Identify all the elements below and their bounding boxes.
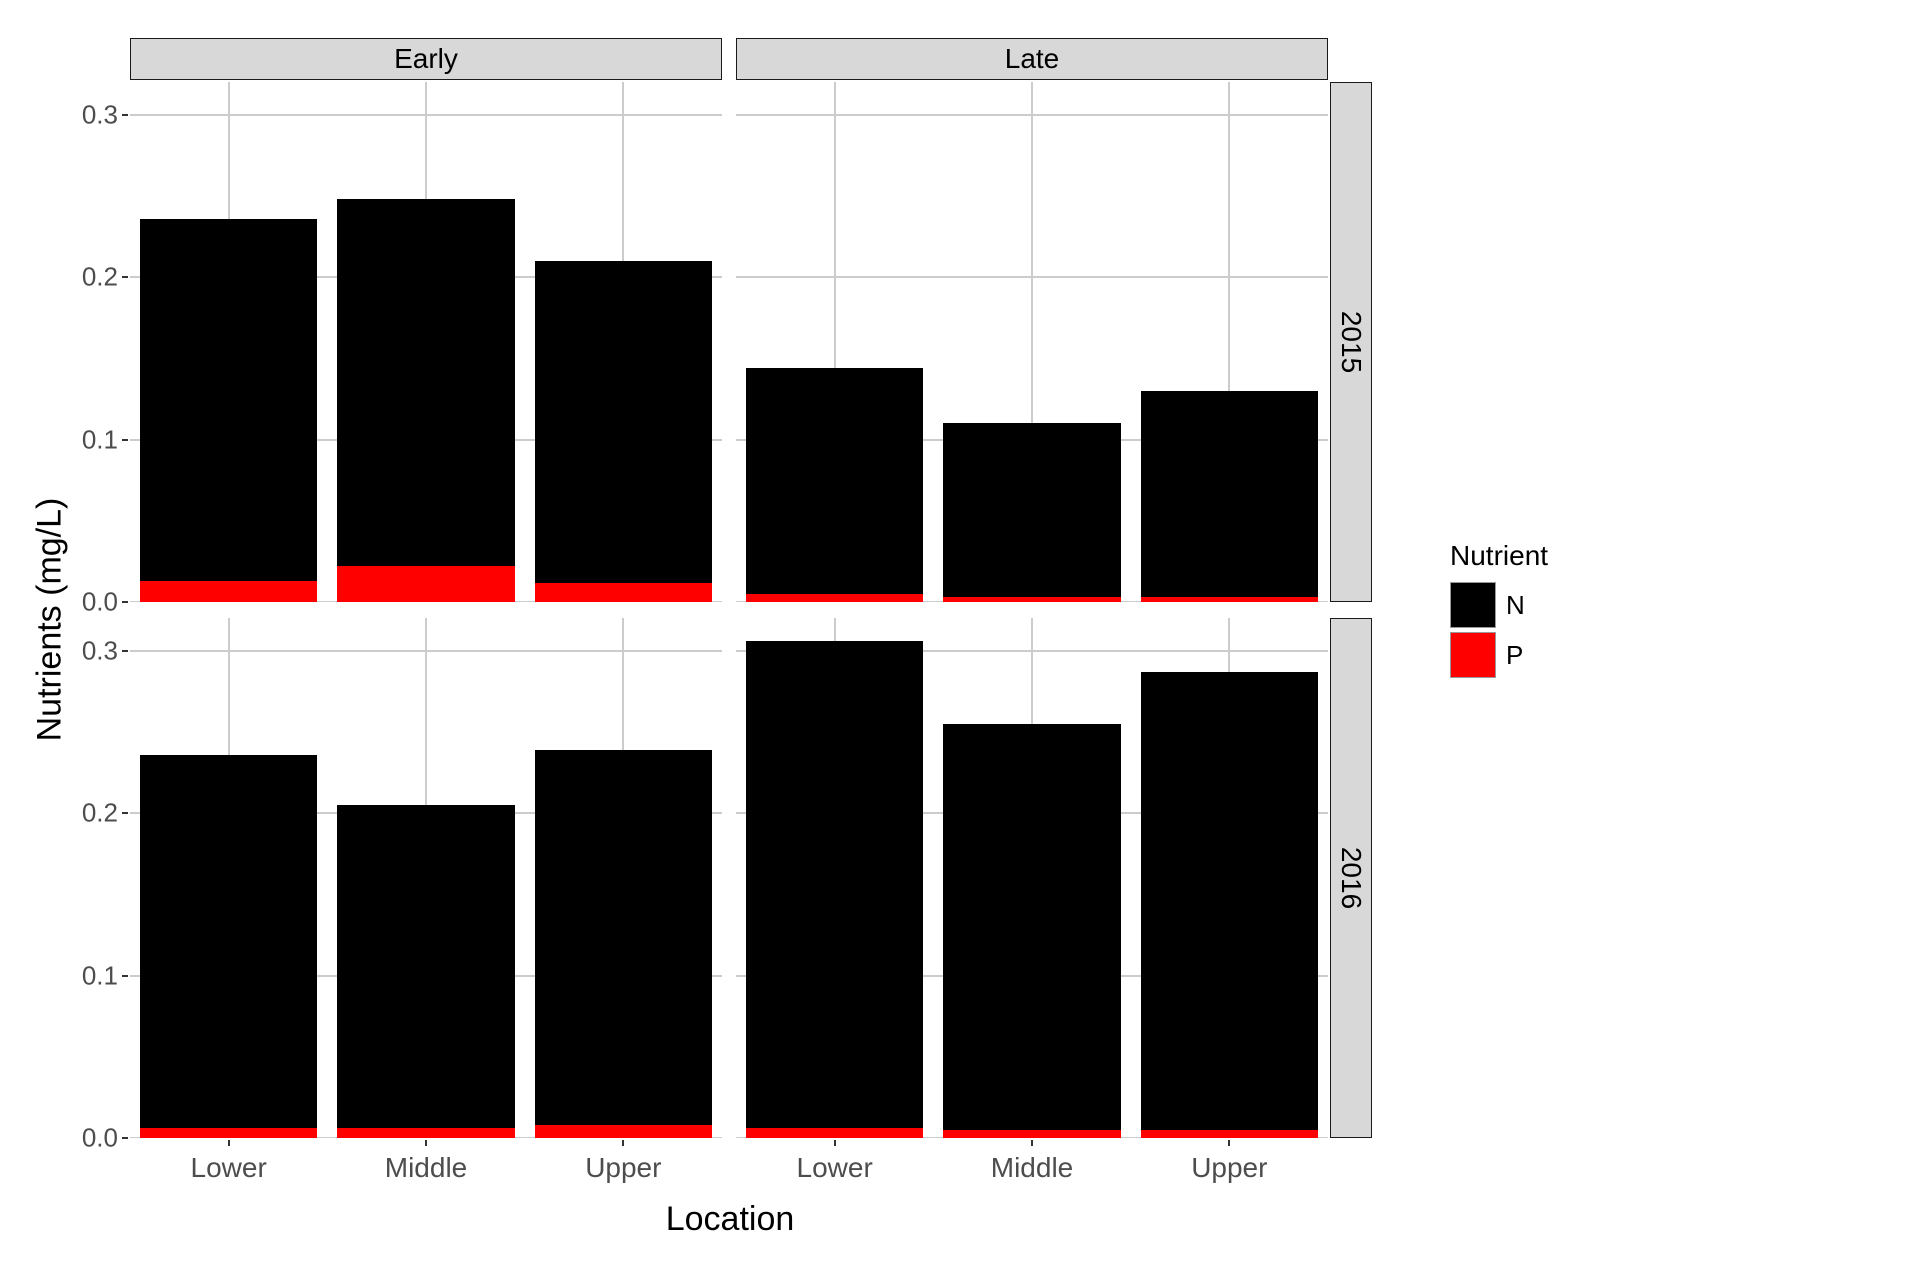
y-tick-label: 0.0	[68, 1123, 118, 1154]
x-tick	[622, 1140, 624, 1146]
facet-row-strip-2015: 2015	[1330, 82, 1372, 602]
bar-p	[943, 597, 1121, 602]
bar-p	[535, 1125, 713, 1138]
y-tick-label: 0.3	[68, 99, 118, 130]
legend-item-n: N	[1450, 582, 1548, 628]
y-tick	[122, 439, 128, 441]
bar-n	[746, 368, 924, 594]
y-tick	[122, 1137, 128, 1139]
x-tick	[1228, 1140, 1230, 1146]
bar-p	[1141, 597, 1319, 602]
x-axis-title: Location	[620, 1200, 840, 1239]
chart-page: Nutrients (mg/L) Location Early Late 201…	[0, 0, 1920, 1267]
facet-col-strip-early: Early	[130, 38, 722, 80]
bar-p	[746, 594, 924, 602]
x-tick-label: Upper	[585, 1152, 661, 1184]
bar-n	[140, 219, 318, 581]
x-tick	[425, 1140, 427, 1146]
y-tick-label: 0.1	[68, 424, 118, 455]
facet-col-label: Late	[1005, 43, 1060, 75]
bar-n	[1141, 672, 1319, 1130]
y-tick-label: 0.3	[68, 635, 118, 666]
bar-n	[1141, 391, 1319, 597]
panel-early-2016	[130, 618, 722, 1138]
bar-n	[140, 755, 318, 1129]
panel-early-2015	[130, 82, 722, 602]
legend-label-p: P	[1506, 640, 1523, 671]
x-tick	[834, 1140, 836, 1146]
legend: Nutrient N P	[1450, 540, 1548, 682]
y-axis-title: Nutrients (mg/L)	[31, 490, 70, 750]
x-tick-label: Lower	[191, 1152, 267, 1184]
legend-title: Nutrient	[1450, 540, 1548, 572]
bar-p	[140, 581, 318, 602]
y-tick-label: 0.2	[68, 262, 118, 293]
facet-col-strip-late: Late	[736, 38, 1328, 80]
y-tick	[122, 114, 128, 116]
bar-n	[337, 805, 515, 1128]
panel-late-2015	[736, 82, 1328, 602]
facet-row-label: 2015	[1335, 311, 1367, 373]
bar-p	[535, 583, 713, 603]
y-tick	[122, 276, 128, 278]
y-tick-label: 0.1	[68, 960, 118, 991]
panel-late-2016	[736, 618, 1328, 1138]
y-tick-label: 0.0	[68, 587, 118, 618]
legend-key-n	[1450, 582, 1496, 628]
y-tick	[122, 812, 128, 814]
legend-item-p: P	[1450, 632, 1548, 678]
bar-n	[943, 724, 1121, 1130]
bar-n	[337, 199, 515, 566]
bar-p	[337, 1128, 515, 1138]
facet-col-label: Early	[394, 43, 458, 75]
bar-p	[1141, 1130, 1319, 1138]
x-tick-label: Middle	[385, 1152, 467, 1184]
bar-p	[746, 1128, 924, 1138]
legend-key-p	[1450, 632, 1496, 678]
legend-label-n: N	[1506, 590, 1525, 621]
x-tick-label: Lower	[797, 1152, 873, 1184]
x-tick-label: Upper	[1191, 1152, 1267, 1184]
bar-n	[943, 423, 1121, 597]
y-tick-label: 0.2	[68, 798, 118, 829]
y-tick	[122, 601, 128, 603]
bar-n	[535, 261, 713, 583]
bar-n	[535, 750, 713, 1125]
x-tick	[228, 1140, 230, 1146]
bar-n	[746, 641, 924, 1129]
facet-row-strip-2016: 2016	[1330, 618, 1372, 1138]
y-tick	[122, 650, 128, 652]
y-tick	[122, 975, 128, 977]
x-tick	[1031, 1140, 1033, 1146]
bar-p	[337, 566, 515, 602]
bar-p	[140, 1128, 318, 1138]
x-tick-label: Middle	[991, 1152, 1073, 1184]
facet-row-label: 2016	[1335, 847, 1367, 909]
bar-p	[943, 1130, 1121, 1138]
